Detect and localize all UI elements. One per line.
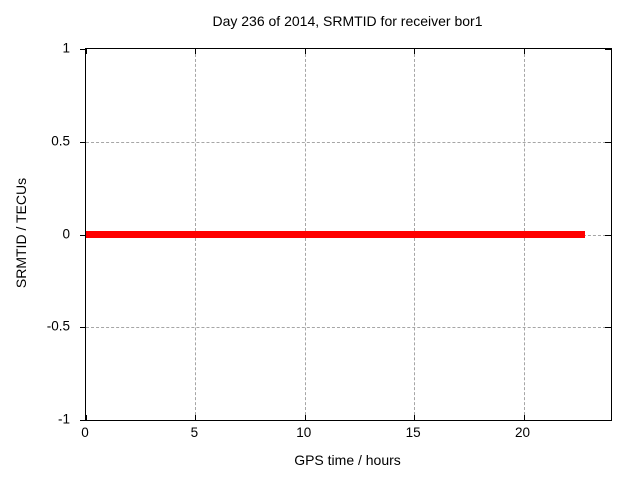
y-tick-label: 1 (62, 40, 70, 56)
x-axis-label: GPS time / hours (294, 452, 401, 468)
chart-title: Day 236 of 2014, SRMTID for receiver bor… (212, 13, 483, 29)
x-tick-label: 0 (81, 425, 89, 440)
gridline-horizontal (86, 141, 611, 143)
x-tick-label: 20 (514, 425, 531, 440)
y-tick-mark (605, 420, 611, 421)
gridline-horizontal (86, 327, 611, 329)
x-tick-mark (86, 415, 87, 420)
y-tick-mark (80, 49, 86, 50)
x-tick-mark (304, 49, 306, 54)
x-tick-mark (414, 49, 416, 54)
y-tick-label: -0.5 (46, 318, 70, 334)
y-tick-mark (80, 420, 86, 421)
x-tick-mark (523, 49, 525, 54)
y-tick-label: -1 (57, 411, 70, 427)
y-tick-mark (80, 327, 86, 329)
plot-area (80, 48, 612, 421)
x-tick-mark (304, 415, 306, 420)
x-tick-mark (195, 415, 197, 420)
y-tick-mark (605, 327, 611, 329)
x-tick-mark (86, 49, 87, 54)
x-tick-label: 5 (190, 425, 199, 440)
x-tick-label: 15 (405, 425, 421, 440)
y-tick-mark (605, 234, 611, 236)
y-axis-label: SRMTID / TECUs (13, 177, 29, 289)
x-tick-mark (523, 415, 525, 420)
y-tick-mark (605, 141, 611, 143)
x-tick-mark (414, 415, 416, 420)
y-tick-mark (80, 234, 86, 236)
y-tick-mark (80, 141, 86, 143)
series-line-srmtid (86, 231, 585, 238)
y-tick-label: 0 (62, 226, 70, 241)
y-tick-label: 0.5 (51, 133, 70, 149)
x-tick-label: 10 (296, 425, 312, 440)
x-tick-mark (195, 49, 197, 54)
y-tick-mark (605, 49, 611, 50)
